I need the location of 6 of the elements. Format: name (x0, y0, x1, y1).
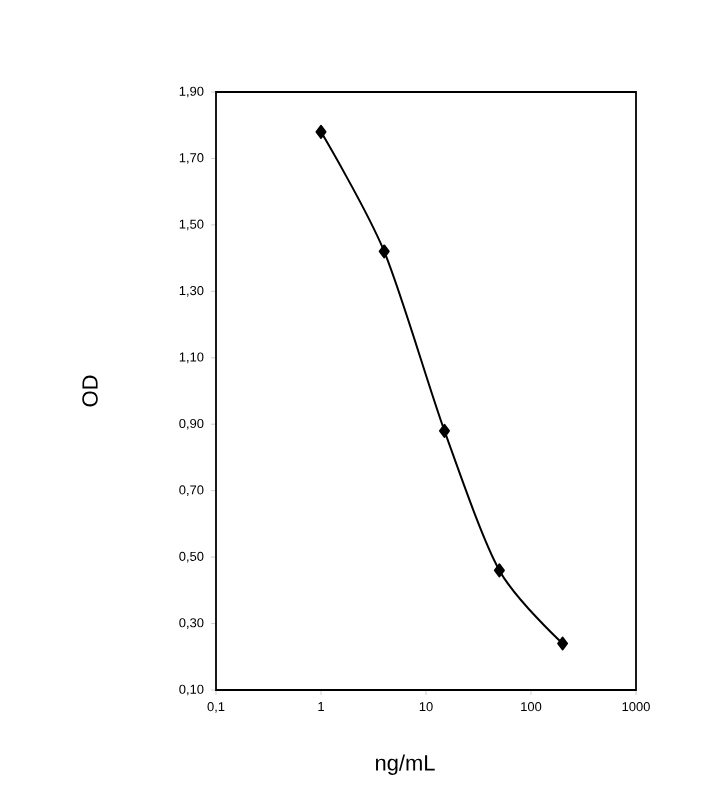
y-axis-title: OD (82, 375, 98, 407)
point (557, 636, 569, 651)
point (378, 244, 390, 259)
x-axis-title: ng/mL (376, 754, 435, 775)
point (315, 124, 327, 139)
point (438, 423, 450, 438)
